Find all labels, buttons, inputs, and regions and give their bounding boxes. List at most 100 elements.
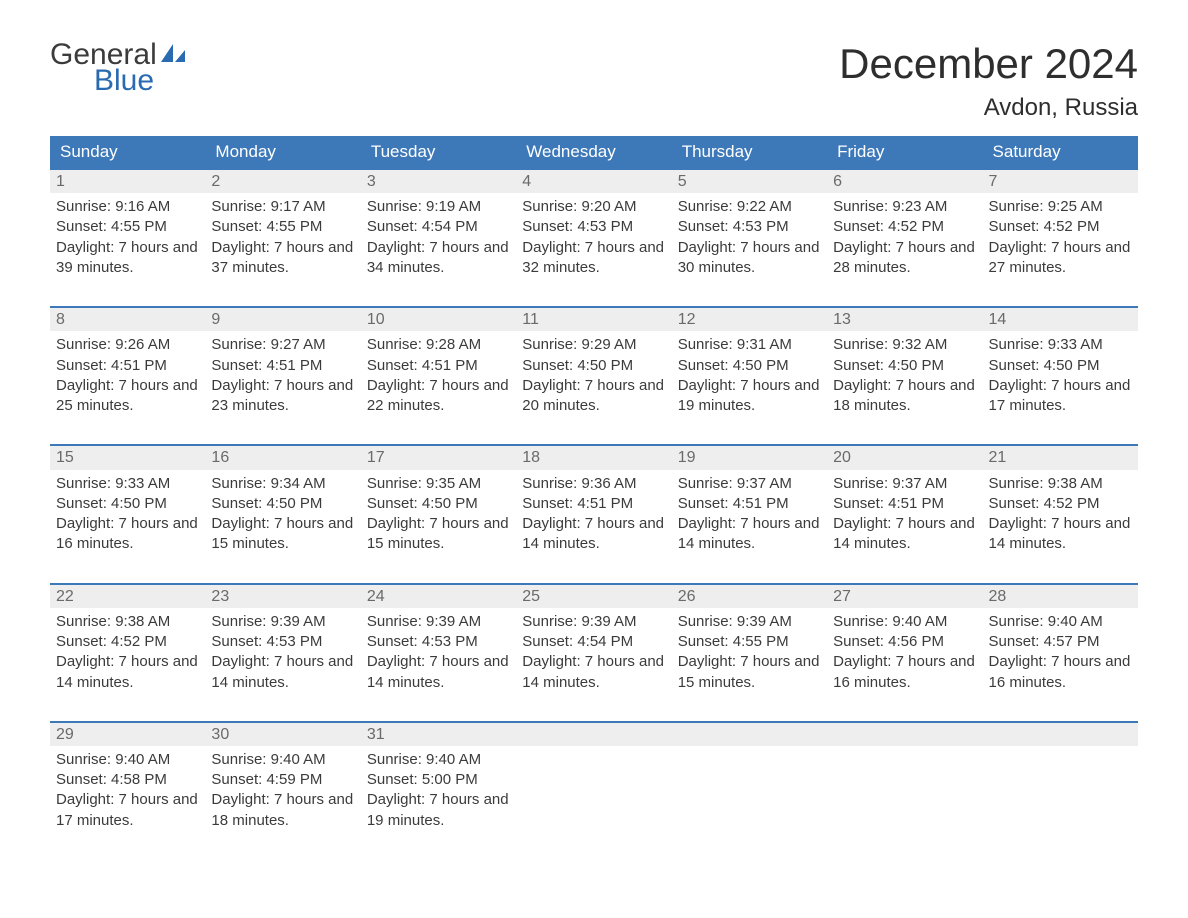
sunrise-line: Sunrise: 9:31 AM <box>678 335 821 355</box>
day-number: 23 <box>205 585 360 608</box>
sunrise-line: Sunrise: 9:32 AM <box>833 335 976 355</box>
sunset-value: 4:52 PM <box>1044 218 1100 235</box>
sunset-value: 4:58 PM <box>111 771 167 788</box>
daylight-line: Daylight: 7 hours and 14 minutes. <box>522 652 665 693</box>
daylight-label: Daylight: <box>678 239 736 256</box>
sunrise-line: Sunrise: 9:40 AM <box>833 612 976 632</box>
day-cell: 15Sunrise: 9:33 AMSunset: 4:50 PMDayligh… <box>50 445 205 583</box>
sunset-label: Sunset: <box>367 633 418 650</box>
day-number: 25 <box>516 585 671 608</box>
sunrise-value: 9:17 AM <box>271 198 326 215</box>
sunset-label: Sunset: <box>678 495 729 512</box>
sunset-label: Sunset: <box>56 357 107 374</box>
week-row: 22Sunrise: 9:38 AMSunset: 4:52 PMDayligh… <box>50 584 1138 722</box>
day-number: 21 <box>983 446 1138 469</box>
calendar-table: SundayMondayTuesdayWednesdayThursdayFrid… <box>50 136 1138 859</box>
day-cell: 23Sunrise: 9:39 AMSunset: 4:53 PMDayligh… <box>205 584 360 722</box>
daylight-line: Daylight: 7 hours and 25 minutes. <box>56 376 199 417</box>
sunrise-line: Sunrise: 9:16 AM <box>56 197 199 217</box>
sunset-label: Sunset: <box>522 218 573 235</box>
sunset-value: 4:53 PM <box>733 218 789 235</box>
daylight-line: Daylight: 7 hours and 14 minutes. <box>522 514 665 555</box>
sunset-value: 4:53 PM <box>422 633 478 650</box>
weekday-header: Saturday <box>983 136 1138 169</box>
sunset-line: Sunset: 4:50 PM <box>522 356 665 376</box>
day-body: Sunrise: 9:38 AMSunset: 4:52 PMDaylight:… <box>983 470 1138 583</box>
sunrise-label: Sunrise: <box>522 336 577 353</box>
sunset-line: Sunset: 4:53 PM <box>367 632 510 652</box>
sunrise-value: 9:39 AM <box>581 613 636 630</box>
brand-logo: General Blue <box>50 40 187 96</box>
day-number: 31 <box>361 723 516 746</box>
day-number: 28 <box>983 585 1138 608</box>
day-number: 10 <box>361 308 516 331</box>
sunset-line: Sunset: 4:58 PM <box>56 770 199 790</box>
daylight-label: Daylight: <box>833 515 891 532</box>
brand-word-2: Blue <box>50 66 187 96</box>
sunrise-value: 9:33 AM <box>115 475 170 492</box>
day-cell: 6Sunrise: 9:23 AMSunset: 4:52 PMDaylight… <box>827 169 982 307</box>
day-number: 4 <box>516 170 671 193</box>
day-body: Sunrise: 9:29 AMSunset: 4:50 PMDaylight:… <box>516 331 671 444</box>
day-cell: 13Sunrise: 9:32 AMSunset: 4:50 PMDayligh… <box>827 307 982 445</box>
day-number: 27 <box>827 585 982 608</box>
sunrise-label: Sunrise: <box>367 336 422 353</box>
sunset-label: Sunset: <box>56 633 107 650</box>
daylight-label: Daylight: <box>833 377 891 394</box>
sunset-line: Sunset: 4:55 PM <box>211 217 354 237</box>
sunrise-value: 9:40 AM <box>426 751 481 768</box>
sunrise-label: Sunrise: <box>56 336 111 353</box>
day-number: 1 <box>50 170 205 193</box>
daylight-line: Daylight: 7 hours and 32 minutes. <box>522 238 665 279</box>
sunset-value: 4:53 PM <box>266 633 322 650</box>
sunset-value: 4:52 PM <box>111 633 167 650</box>
day-body: Sunrise: 9:34 AMSunset: 4:50 PMDaylight:… <box>205 470 360 583</box>
daylight-line: Daylight: 7 hours and 16 minutes. <box>989 652 1132 693</box>
sunrise-label: Sunrise: <box>56 751 111 768</box>
day-cell: 24Sunrise: 9:39 AMSunset: 4:53 PMDayligh… <box>361 584 516 722</box>
day-cell: 9Sunrise: 9:27 AMSunset: 4:51 PMDaylight… <box>205 307 360 445</box>
day-body <box>827 746 982 778</box>
sunset-line: Sunset: 4:50 PM <box>833 356 976 376</box>
sunrise-label: Sunrise: <box>833 198 888 215</box>
day-body: Sunrise: 9:40 AMSunset: 4:59 PMDaylight:… <box>205 746 360 859</box>
sunset-value: 4:54 PM <box>577 633 633 650</box>
sunrise-value: 9:34 AM <box>271 475 326 492</box>
day-cell: 30Sunrise: 9:40 AMSunset: 4:59 PMDayligh… <box>205 722 360 859</box>
sunrise-label: Sunrise: <box>678 475 733 492</box>
day-number <box>827 723 982 746</box>
sunrise-value: 9:40 AM <box>1048 613 1103 630</box>
day-number: 20 <box>827 446 982 469</box>
sunset-label: Sunset: <box>367 495 418 512</box>
day-cell: 10Sunrise: 9:28 AMSunset: 4:51 PMDayligh… <box>361 307 516 445</box>
daylight-line: Daylight: 7 hours and 22 minutes. <box>367 376 510 417</box>
sunset-label: Sunset: <box>989 218 1040 235</box>
daylight-line: Daylight: 7 hours and 30 minutes. <box>678 238 821 279</box>
weekday-header: Friday <box>827 136 982 169</box>
day-number: 18 <box>516 446 671 469</box>
day-cell: 16Sunrise: 9:34 AMSunset: 4:50 PMDayligh… <box>205 445 360 583</box>
day-body: Sunrise: 9:39 AMSunset: 4:53 PMDaylight:… <box>361 608 516 721</box>
sunrise-line: Sunrise: 9:19 AM <box>367 197 510 217</box>
daylight-line: Daylight: 7 hours and 17 minutes. <box>989 376 1132 417</box>
day-number: 29 <box>50 723 205 746</box>
daylight-label: Daylight: <box>989 515 1047 532</box>
day-cell: 8Sunrise: 9:26 AMSunset: 4:51 PMDaylight… <box>50 307 205 445</box>
daylight-label: Daylight: <box>833 239 891 256</box>
sunset-label: Sunset: <box>367 771 418 788</box>
sunset-value: 4:55 PM <box>111 218 167 235</box>
sunrise-value: 9:26 AM <box>115 336 170 353</box>
daylight-line: Daylight: 7 hours and 14 minutes. <box>367 652 510 693</box>
day-body: Sunrise: 9:36 AMSunset: 4:51 PMDaylight:… <box>516 470 671 583</box>
daylight-label: Daylight: <box>211 377 269 394</box>
day-body <box>672 746 827 778</box>
day-number <box>516 723 671 746</box>
daylight-line: Daylight: 7 hours and 14 minutes. <box>833 514 976 555</box>
day-number: 9 <box>205 308 360 331</box>
sunset-value: 4:59 PM <box>266 771 322 788</box>
sunset-line: Sunset: 4:51 PM <box>678 494 821 514</box>
sunset-label: Sunset: <box>56 771 107 788</box>
day-body: Sunrise: 9:35 AMSunset: 4:50 PMDaylight:… <box>361 470 516 583</box>
sunset-label: Sunset: <box>833 357 884 374</box>
daylight-line: Daylight: 7 hours and 16 minutes. <box>56 514 199 555</box>
